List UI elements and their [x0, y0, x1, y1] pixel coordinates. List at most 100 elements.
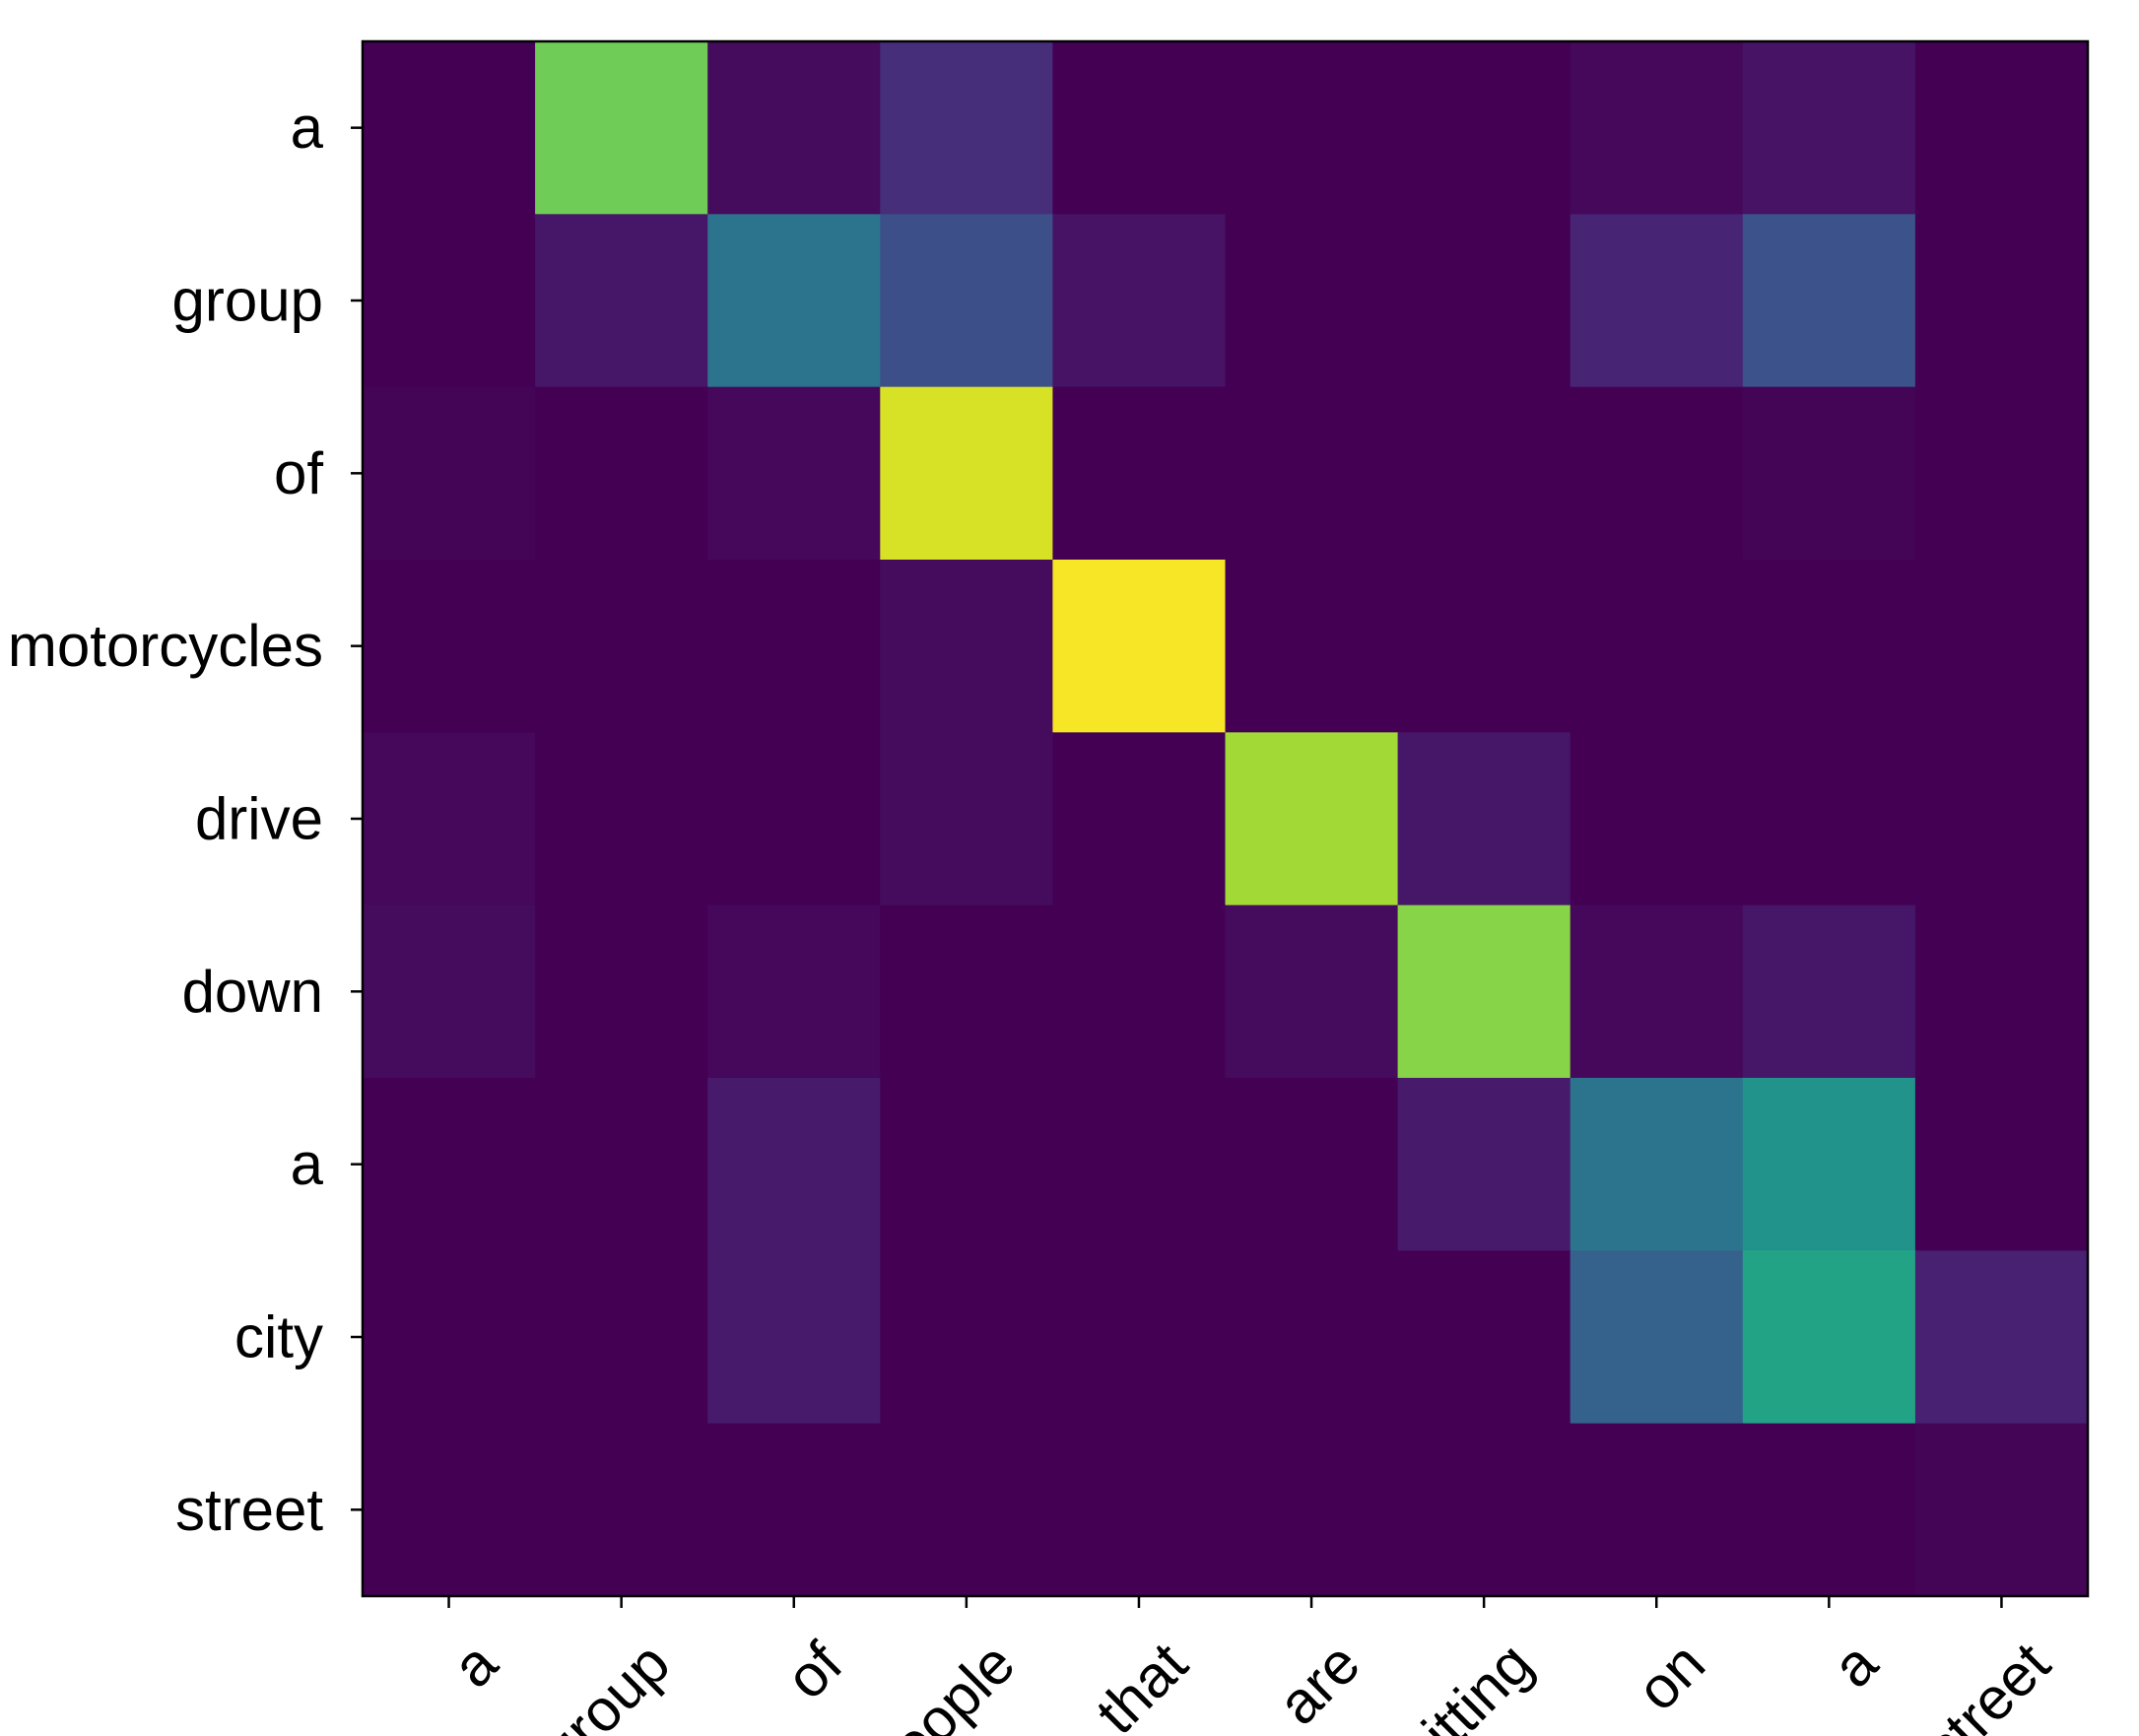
heatmap-cell: [1225, 1078, 1399, 1251]
heatmap-cell: [363, 41, 536, 215]
heatmap-cell: [363, 560, 536, 733]
heatmap-cell: [1225, 214, 1399, 388]
heatmap-cell: [880, 1250, 1053, 1425]
heatmap-cell: [1052, 386, 1227, 561]
heatmap-cell: [1570, 732, 1744, 906]
heatmap-cell: [363, 732, 536, 906]
heatmap-cell: [1397, 1078, 1571, 1251]
heatmap-cell: [535, 214, 708, 388]
heatmap-cell: [707, 732, 881, 906]
heatmap-cell: [1570, 1423, 1744, 1597]
heatmap-cell: [535, 386, 708, 561]
x-tick-label: that: [1084, 1630, 1200, 1736]
heatmap-cell: [1742, 386, 1916, 561]
heatmap-cell: [1570, 41, 1744, 215]
heatmap-cell: [1914, 904, 2089, 1079]
heatmap-cell: [1052, 214, 1227, 388]
heatmap-cell: [1742, 1423, 1916, 1597]
heatmap-cell: [1742, 41, 1916, 215]
heatmap-cell: [1570, 386, 1744, 561]
heatmap-cells: [363, 41, 2089, 1597]
heatmap-cell: [1570, 904, 1744, 1079]
heatmap-cell: [1914, 1078, 2089, 1251]
x-tick-label: sitting: [1389, 1630, 1545, 1736]
heatmap-cell: [1742, 732, 1916, 906]
heatmap-cell: [1914, 732, 2089, 906]
heatmap-cell: [1225, 904, 1399, 1079]
heatmap-cell: [1397, 41, 1571, 215]
y-axis: a group of motorcycles drive down a city street: [8, 95, 363, 1543]
heatmap-cell: [363, 1423, 536, 1597]
heatmap-cell: [1742, 214, 1916, 388]
heatmap-cell: [880, 1423, 1053, 1597]
heatmap-cell: [1742, 560, 1916, 733]
x-tick-label: a: [439, 1630, 509, 1700]
heatmap-cell: [1225, 1423, 1399, 1597]
x-tick-label: a: [1820, 1630, 1890, 1700]
heatmap-cell: [363, 386, 536, 561]
heatmap-cell: [535, 904, 708, 1079]
heatmap-cell: [1397, 1423, 1571, 1597]
heatmap-cell: [1225, 560, 1399, 733]
y-tick-label: city: [234, 1304, 323, 1370]
x-tick-label: on: [1624, 1630, 1717, 1723]
heatmap-cell: [1052, 560, 1227, 733]
heatmap-cell: [1742, 1250, 1916, 1425]
y-tick-label: down: [182, 959, 323, 1025]
heatmap-cell: [1397, 1250, 1571, 1425]
heatmap-cell: [1914, 214, 2089, 388]
x-tick-label: are: [1265, 1630, 1372, 1736]
x-tick-label: people: [855, 1630, 1028, 1736]
heatmap-cell: [707, 1078, 881, 1251]
heatmap-cell: [1570, 1250, 1744, 1425]
heatmap-cell: [1052, 1423, 1227, 1597]
heatmap-cell: [535, 41, 708, 215]
heatmap-cell: [880, 1078, 1053, 1251]
y-tick-label: of: [274, 440, 323, 506]
heatmap-cell: [1397, 732, 1571, 906]
heatmap-cell: [1052, 732, 1227, 906]
heatmap-cell: [535, 1078, 708, 1251]
heatmap-cell: [1225, 1250, 1399, 1425]
heatmap-cell: [363, 1078, 536, 1251]
heatmap-cell: [1052, 1250, 1227, 1425]
heatmap-cell: [363, 904, 536, 1079]
y-tick-label: a: [291, 1131, 324, 1197]
heatmap-cell: [1397, 386, 1571, 561]
heatmap-cell: [1914, 1423, 2089, 1597]
heatmap-cell: [1225, 41, 1399, 215]
y-tick-label: a: [291, 95, 324, 161]
heatmap-cell: [1914, 386, 2089, 561]
x-tick-label: of: [773, 1630, 855, 1711]
heatmap-cell: [535, 560, 708, 733]
x-tick-label: group: [528, 1630, 682, 1736]
heatmap-cell: [880, 732, 1053, 906]
heatmap-cell: [1397, 904, 1571, 1079]
heatmap-cell: [1397, 214, 1571, 388]
heatmap-cell: [707, 1423, 881, 1597]
heatmap-cell: [1570, 1078, 1744, 1251]
heatmap-cell: [363, 214, 536, 388]
y-tick-label: motorcycles: [8, 613, 323, 679]
heatmap-cell: [535, 1423, 708, 1597]
heatmap-cell: [1742, 904, 1916, 1079]
heatmap-cell: [1225, 386, 1399, 561]
y-tick-label: drive: [195, 786, 323, 852]
heatmap-cell: [1052, 1078, 1227, 1251]
heatmap-cell: [880, 41, 1053, 215]
y-tick-label: street: [175, 1477, 323, 1543]
y-tick-label: group: [172, 268, 323, 334]
heatmap-cell: [1742, 1078, 1916, 1251]
heatmap-cell: [707, 1250, 881, 1425]
heatmap-cell: [1570, 214, 1744, 388]
x-axis: a group of people that are sitting on a street: [439, 1596, 2062, 1736]
heatmap-cell: [1914, 560, 2089, 733]
heatmap-cell: [535, 732, 708, 906]
heatmap-cell: [880, 560, 1053, 733]
heatmap-cell: [880, 214, 1053, 388]
heatmap-cell: [1914, 41, 2089, 215]
heatmap-cell: [880, 904, 1053, 1079]
heatmap-cell: [1397, 560, 1571, 733]
heatmap-cell: [1225, 732, 1399, 906]
heatmap-cell: [1052, 41, 1227, 215]
